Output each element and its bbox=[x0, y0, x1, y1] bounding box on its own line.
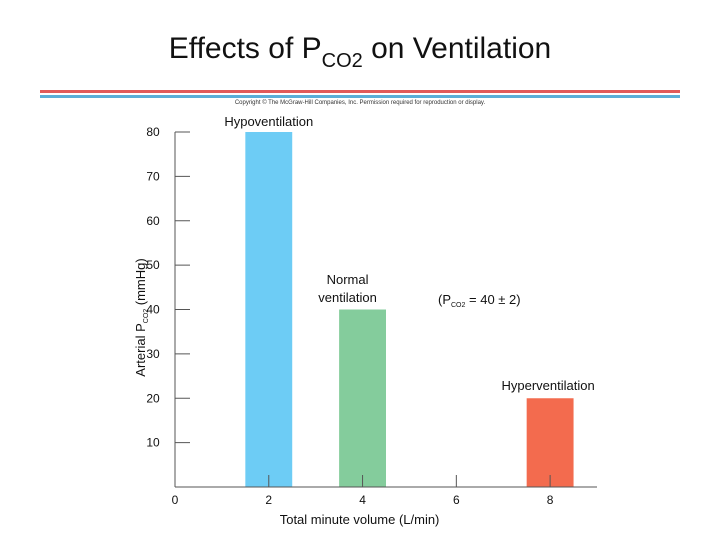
x-tick-label-2: 2 bbox=[265, 493, 272, 507]
label-normal-line2: ventilation bbox=[318, 290, 377, 305]
label-hypoventilation: Hypoventilation bbox=[224, 114, 313, 129]
label-normal-line1: Normal bbox=[327, 272, 369, 287]
y-tick-label-60: 60 bbox=[146, 214, 160, 228]
y-axis-label: Arterial PCO2 (mmHg) bbox=[133, 258, 150, 376]
pco2-annotation-post: = 40 ± 2) bbox=[465, 292, 520, 307]
pco2-annotation-sub: CO2 bbox=[451, 302, 466, 309]
pco2-annotation: (PCO2 = 40 ± 2) bbox=[438, 292, 521, 309]
x-tick-label-8: 8 bbox=[547, 493, 554, 507]
y-tick-label-50: 50 bbox=[146, 258, 160, 272]
y-tick-label-30: 30 bbox=[146, 347, 160, 361]
x-tick-label-4: 4 bbox=[359, 493, 366, 507]
y-tick-label-40: 40 bbox=[146, 303, 160, 317]
label-hyperventilation: Hyperventilation bbox=[502, 378, 595, 393]
y-tick-label-80: 80 bbox=[146, 125, 160, 139]
y-axis-label-end: (mmHg) bbox=[133, 258, 148, 309]
bar-x-2 bbox=[245, 132, 293, 487]
title-rule-red bbox=[40, 90, 680, 93]
chart-title: Effects of PCO2 on Ventilation bbox=[0, 32, 720, 71]
y-axis-label-main: Arterial P bbox=[133, 323, 148, 376]
axes-layer: 10 20 30 40 50 60 70 80 0 2 4 6 8 bbox=[146, 125, 597, 507]
title-rule-blue bbox=[40, 95, 680, 98]
labels-layer: Total minute volume (L/min)Arterial PCO2… bbox=[133, 114, 595, 527]
pco2-annotation-pre: (P bbox=[438, 292, 451, 307]
x-tick-label-6: 6 bbox=[453, 493, 460, 507]
title-main: Effects of P bbox=[168, 32, 322, 65]
title-end: on Ventilation bbox=[362, 32, 552, 65]
y-tick-label-70: 70 bbox=[146, 169, 160, 183]
bar-x-4 bbox=[339, 309, 386, 487]
copyright-notice: Copyright © The McGraw-Hill Companies, I… bbox=[234, 100, 486, 106]
bar-x-8 bbox=[526, 398, 574, 487]
y-tick-label-10: 10 bbox=[146, 436, 160, 450]
bars-layer bbox=[245, 132, 574, 487]
y-axis-label-sub: CO2 bbox=[143, 309, 150, 324]
title-subscript: CO2 bbox=[321, 50, 363, 72]
y-tick-label-20: 20 bbox=[146, 391, 160, 405]
x-tick-label-0: 0 bbox=[172, 493, 179, 507]
x-axis-label: Total minute volume (L/min) bbox=[280, 512, 440, 527]
